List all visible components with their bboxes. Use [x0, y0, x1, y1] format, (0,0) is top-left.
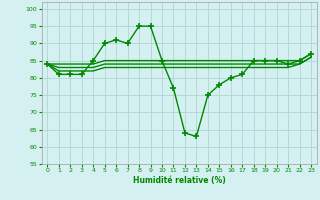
X-axis label: Humidité relative (%): Humidité relative (%): [133, 176, 226, 185]
